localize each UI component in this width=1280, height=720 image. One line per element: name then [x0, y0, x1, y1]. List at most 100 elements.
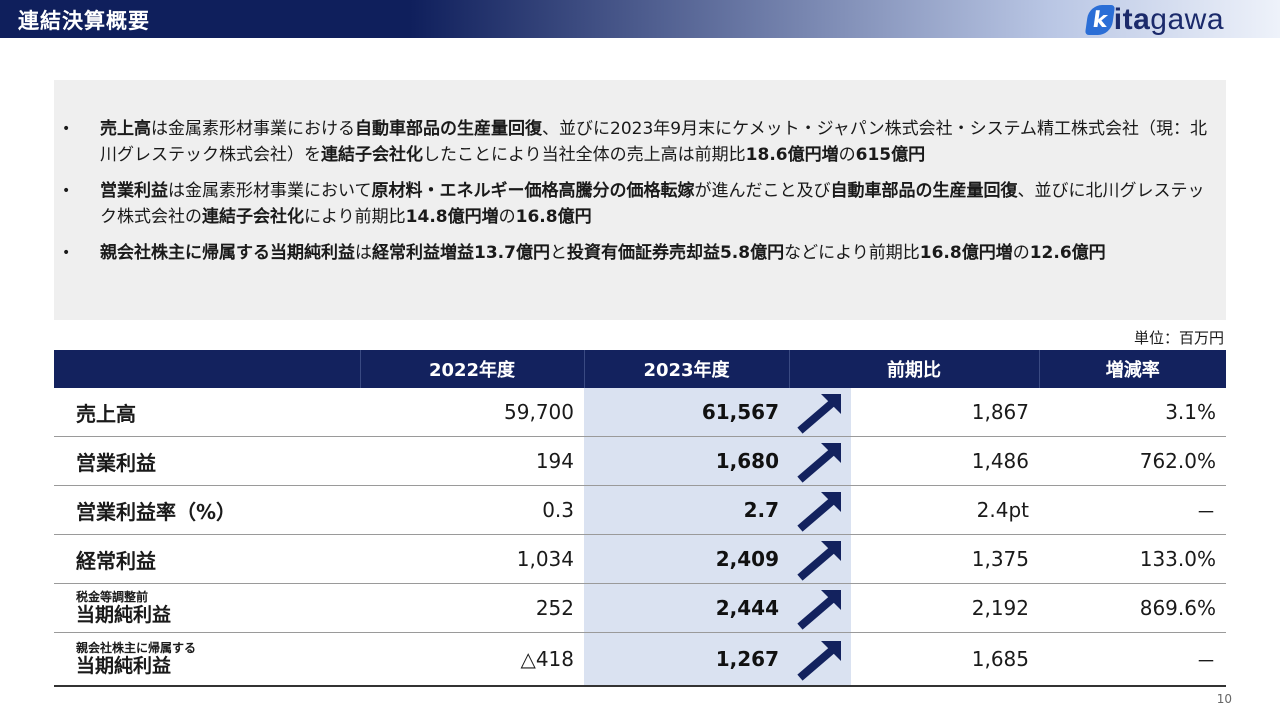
bullet-emphasis: 18.6億円増	[745, 145, 839, 165]
table-row: 売上高 59,700 61,567 1,867 3.1%	[54, 388, 1226, 437]
cell-change: 1,867	[851, 388, 1039, 437]
header-rate: 増減率	[1038, 350, 1226, 388]
trend-cell	[789, 485, 851, 535]
up-arrow-icon	[797, 590, 841, 630]
bullet-run: の	[838, 145, 856, 165]
bullet-run: が進んだこと及び	[694, 181, 831, 201]
bullet-icon: •	[62, 121, 71, 137]
cell-fy2022: △418	[360, 632, 584, 687]
summary-bullet-sales: • 売上高は金属素形材事業における自動車部品の生産量回復、並びに2023年9月末…	[54, 116, 1226, 168]
row-label: 営業利益率（%）	[54, 485, 360, 535]
financial-summary-table: 2022年度 2023年度 前期比 増減率 売上高 59,700 61,567 1,8…	[54, 350, 1226, 687]
table-row: 営業利益率（%） 0.3 2.7 2.4pt －	[54, 485, 1226, 535]
cell-change: 1,486	[851, 436, 1039, 486]
bullet-text: 親会社株主に帰属する当期純利益は経常利益増益13.7億円と投資有価証券売却益5.…	[100, 240, 1216, 266]
bullet-emphasis: 親会社株主に帰属する当期純利益	[100, 243, 355, 263]
row-label-text: 当期純利益	[76, 655, 172, 677]
row-label-text: 経常利益	[76, 548, 156, 573]
page-number: 10	[1216, 692, 1232, 706]
bullet-emphasis: 営業利益	[100, 181, 168, 201]
cell-rate: －	[1039, 485, 1226, 535]
bullet-text: 売上高は金属素形材事業における自動車部品の生産量回復、並びに2023年9月末にケ…	[100, 116, 1216, 168]
bullet-text: 営業利益は金属素形材事業において原材料・エネルギー価格高騰分の価格転嫁が進んだこ…	[100, 178, 1216, 230]
bullet-emphasis: 12.6億円	[1029, 243, 1106, 263]
bullet-emphasis: 売上高	[100, 119, 151, 139]
bullet-emphasis: 16.8億円増	[919, 243, 1013, 263]
bullet-run: は金属素形材事業において	[168, 181, 372, 201]
company-logo: k ita gawa	[1084, 0, 1224, 40]
cell-fy2022: 194	[360, 436, 584, 486]
cell-fy2023: 2,444	[584, 583, 789, 633]
bullet-emphasis: 連結子会社化	[321, 145, 423, 165]
unit-label: 単位：百万円	[1133, 329, 1224, 347]
bullet-emphasis: 連結子会社化	[202, 207, 304, 227]
up-arrow-icon	[797, 492, 841, 532]
row-label: 親会社株主に帰属する 当期純利益	[54, 632, 360, 687]
bullet-emphasis: 自動車部品の生産量回復	[355, 119, 542, 139]
header-label	[54, 350, 360, 388]
cell-change: 2,192	[851, 583, 1039, 633]
summary-box: • 売上高は金属素形材事業における自動車部品の生産量回復、並びに2023年9月末…	[54, 80, 1226, 320]
trend-cell	[789, 632, 851, 687]
trend-cell	[789, 583, 851, 633]
bullet-emphasis: 自動車部品の生産量回復	[830, 181, 1018, 201]
cell-fy2022: 1,034	[360, 534, 584, 584]
up-arrow-icon	[797, 541, 841, 581]
table-header-row: 2022年度 2023年度 前期比 増減率	[54, 350, 1226, 388]
cell-fy2023: 2.7	[584, 485, 789, 535]
table-row: 親会社株主に帰属する 当期純利益 △418 1,267 1,685 －	[54, 632, 1226, 687]
logo-text-gawa: gawa	[1150, 3, 1224, 36]
bullet-run: 、並びに2023年9月末にケメット・ジャパン株式会社・システム精工株式会社（現：…	[100, 119, 1208, 165]
row-label-text: 営業利益	[76, 450, 156, 475]
cell-rate: 3.1%	[1039, 388, 1226, 437]
row-label-prefix: 親会社株主に帰属する	[76, 641, 197, 655]
title-bar: 連結決算概要 k ita gawa	[0, 0, 1280, 38]
bullet-emphasis: 経常利益増益13.7億円	[372, 243, 550, 263]
up-arrow-icon	[797, 394, 841, 434]
cell-fy2023: 1,680	[584, 436, 789, 486]
up-arrow-icon	[797, 443, 841, 483]
bullet-icon: •	[62, 183, 71, 199]
trend-cell	[789, 534, 851, 584]
row-label-text: 売上高	[76, 401, 136, 426]
table-row: 税金等調整前 当期純利益 252 2,444 2,192 869.6%	[54, 583, 1226, 633]
bullet-run: の	[1012, 243, 1030, 263]
cell-rate: 133.0%	[1039, 534, 1226, 584]
cell-fy2022: 252	[360, 583, 584, 633]
bullet-run: は金属素形材事業における	[151, 119, 355, 139]
cell-rate: －	[1039, 632, 1226, 687]
page-title: 連結決算概要	[18, 9, 150, 33]
bullet-run: したことにより当社全体の売上高は前期比	[423, 145, 746, 165]
bullet-emphasis: 615億円	[855, 145, 926, 165]
cell-change: 1,685	[851, 632, 1039, 687]
table-row: 経常利益 1,034 2,409 1,375 133.0%	[54, 534, 1226, 584]
bullet-emphasis: 投資有価証券売却益5.8億円	[566, 243, 785, 263]
table-row: 営業利益 194 1,680 1,486 762.0%	[54, 436, 1226, 486]
cell-rate: 869.6%	[1039, 583, 1226, 633]
row-label-prefix: 税金等調整前	[76, 590, 149, 604]
bullet-run: は	[355, 243, 372, 263]
header-fy2022: 2022年度	[359, 350, 584, 388]
logo-k-mark: k	[1084, 5, 1115, 35]
bullet-run: などにより前期比	[784, 243, 920, 263]
bullet-emphasis: 14.8億円増	[405, 207, 499, 227]
trend-cell	[789, 436, 851, 486]
bullet-run: 、並びに北川グレステック株式会社の	[100, 181, 1205, 227]
row-label-text: 当期純利益	[76, 604, 172, 626]
bullet-run: の	[498, 207, 516, 227]
cell-change: 2.4pt	[851, 485, 1039, 535]
row-label: 税金等調整前 当期純利益	[54, 583, 360, 633]
summary-bullet-operating-income: • 営業利益は金属素形材事業において原材料・エネルギー価格高騰分の価格転嫁が進ん…	[54, 178, 1226, 230]
row-label: 営業利益	[54, 436, 360, 486]
cell-change: 1,375	[851, 534, 1039, 584]
bullet-emphasis: 16.8億円	[515, 207, 592, 227]
bullet-icon: •	[62, 245, 71, 261]
bullet-emphasis: 原材料・エネルギー価格高騰分の価格転嫁	[371, 181, 695, 201]
header-change: 前期比	[788, 350, 1039, 388]
logo-text-ita: ita	[1113, 3, 1151, 36]
row-label: 経常利益	[54, 534, 360, 584]
row-label: 売上高	[54, 388, 360, 437]
summary-bullet-net-income: • 親会社株主に帰属する当期純利益は経常利益増益13.7億円と投資有価証券売却益…	[54, 240, 1226, 292]
bullet-run: により前期比	[304, 207, 406, 227]
trend-cell	[789, 388, 851, 437]
